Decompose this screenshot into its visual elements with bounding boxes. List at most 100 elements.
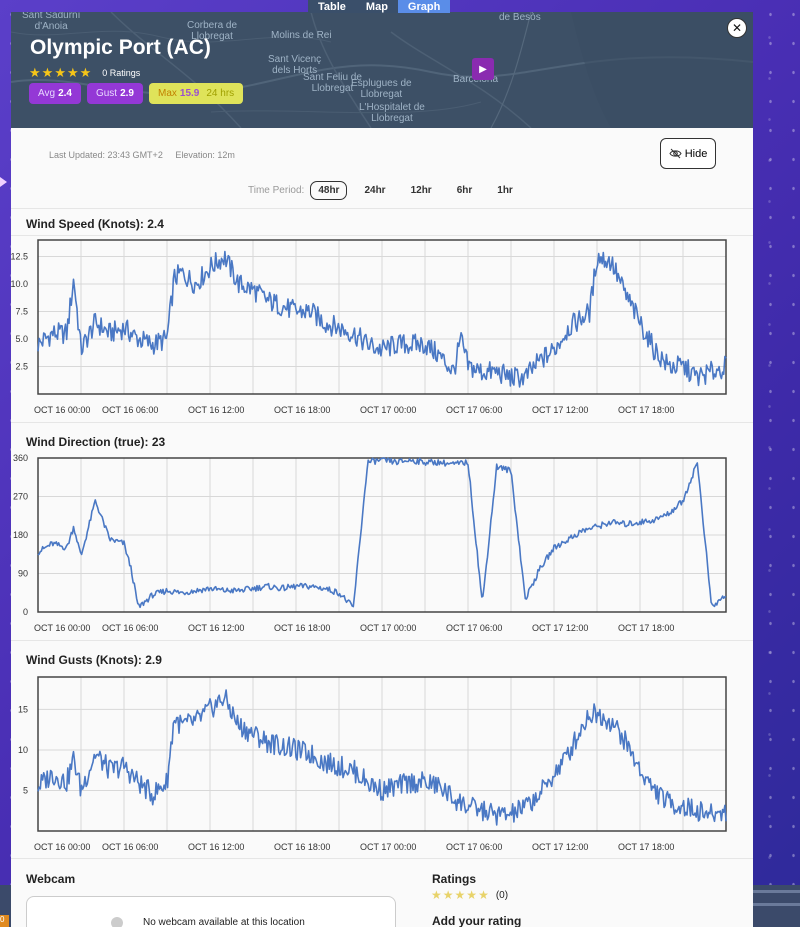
period-option-12hr[interactable]: 12hr <box>410 185 432 196</box>
close-button[interactable]: ✕ <box>727 18 747 38</box>
star-icon: ★ <box>466 888 478 902</box>
hide-button[interactable]: Hide <box>660 138 716 169</box>
map-label: Sant Sadurní d'Anoia <box>22 12 81 32</box>
period-option-1hr[interactable]: 1hr <box>497 185 513 196</box>
left-badge: 0 <box>0 915 9 927</box>
x-tick-label: OCT 17 00:00 <box>360 842 416 852</box>
y-tick-label: 5.0 <box>15 334 28 344</box>
x-tick-label: OCT 17 00:00 <box>360 405 416 415</box>
gust-label: Gust <box>95 88 118 99</box>
camera-icon <box>111 917 123 927</box>
x-tick-label: OCT 17 06:00 <box>446 842 502 852</box>
ratings-title: Ratings <box>432 872 477 886</box>
y-tick-label: 7.5 <box>15 307 28 317</box>
wind-direction-title: Wind Direction (true): 23 <box>26 435 166 449</box>
bottom-section: Webcam No webcam available at this locat… <box>11 858 753 927</box>
station-meta: Last Updated: 23:43 GMT+2 Elevation: 12m <box>49 150 245 160</box>
wind-gusts-chart: 5 10 15 OCT 16 00:00 OCT 16 06:00 OCT 16 12:0… <box>18 676 727 852</box>
avg-badge: Avg 2.4 <box>29 83 81 104</box>
y-tick-label: 180 <box>13 530 28 540</box>
x-tick-label: OCT 17 18:00 <box>618 405 674 415</box>
divider <box>11 235 753 236</box>
x-tick-label: OCT 16 00:00 <box>34 623 90 633</box>
y-tick-label: 10.0 <box>11 279 28 289</box>
divider <box>11 858 753 859</box>
x-tick-label: OCT 17 12:00 <box>532 842 588 852</box>
ratings-stars: ★ ★ ★ ★ ★ (0) <box>431 888 508 902</box>
map-label: de Besòs <box>499 12 541 23</box>
x-tick-label: OCT 16 12:00 <box>188 405 244 415</box>
plot-frame <box>37 239 727 395</box>
x-tick-label: OCT 16 18:00 <box>274 842 330 852</box>
left-edge-strip: 0 <box>0 885 11 927</box>
x-tick-label: OCT 17 06:00 <box>446 405 502 415</box>
wind-speed-chart: 2.5 5.0 7.5 10.0 12.5 OCT 16 00:00 OCT 16 06:0… <box>11 239 727 415</box>
x-tick-label: OCT 16 06:00 <box>102 405 158 415</box>
x-tick-label: OCT 16 00:00 <box>34 842 90 852</box>
star-icon: ★ <box>66 65 79 80</box>
period-option-6hr[interactable]: 6hr <box>456 185 473 196</box>
plot-frame <box>37 676 727 832</box>
y-tick-label: 2.5 <box>15 362 28 372</box>
ratings-count: 0 Ratings <box>102 68 141 78</box>
divider <box>11 640 753 641</box>
series-line <box>37 250 727 388</box>
avg-value: 2.4 <box>58 88 72 99</box>
map-header: Sant Sadurní d'Anoia Corbera de Llobregat … <box>11 12 753 128</box>
y-tick-label: 90 <box>18 569 28 579</box>
station-panel: Sant Sadurní d'Anoia Corbera de Llobregat … <box>11 12 753 927</box>
max-value: 15.9 <box>179 88 200 99</box>
y-tick-label: 0 <box>23 607 28 617</box>
y-tick-label: 5 <box>23 785 28 795</box>
y-tick-label: 15 <box>18 704 28 714</box>
x-tick-label: OCT 17 18:00 <box>618 842 674 852</box>
eye-slash-icon <box>669 148 682 159</box>
star-icon: ★ <box>431 888 442 902</box>
webcam-message: No webcam available at this location <box>143 917 305 927</box>
x-tick-label: OCT 17 00:00 <box>360 623 416 633</box>
view-tabs: Table Map Graph <box>308 0 451 13</box>
webcam-title: Webcam <box>26 872 76 886</box>
last-updated: Last Updated: 23:43 GMT+2 <box>49 150 163 160</box>
star-icon: ★ <box>478 888 489 902</box>
y-tick-label: 270 <box>13 492 28 502</box>
tab-map[interactable]: Map <box>355 0 398 13</box>
x-tick-label: OCT 16 12:00 <box>188 842 244 852</box>
map-label: Corbera de Llobregat <box>187 20 238 42</box>
play-marker-icon[interactable] <box>0 175 8 189</box>
divider <box>11 208 753 209</box>
tab-table[interactable]: Table <box>308 0 356 13</box>
map-label: Sant Vicenç dels Horts <box>268 54 322 76</box>
station-name: Olympic Port (AC) <box>30 36 211 59</box>
map-label: Molins de Rei <box>271 30 332 41</box>
ratings-count: (0) <box>495 889 509 901</box>
x-tick-label: OCT 16 06:00 <box>102 623 158 633</box>
period-option-48hr[interactable]: 48hr <box>310 181 348 200</box>
star-icon: ★ <box>54 65 66 80</box>
time-period-selector: Time Period: 48hr 24hr 12hr 6hr 1hr <box>248 181 530 200</box>
right-edge-strip <box>753 885 800 927</box>
add-rating-title: Add your rating <box>432 914 522 927</box>
wind-gusts-title: Wind Gusts (Knots): 2.9 <box>26 653 162 667</box>
gust-badge: Gust 2.9 <box>86 83 143 104</box>
y-tick-label: 360 <box>13 454 28 463</box>
period-option-24hr[interactable]: 24hr <box>364 185 386 196</box>
map-label: L'Hospitalet de Llobregat <box>359 102 425 124</box>
max-badge: Max 15.9 24 hrs <box>149 83 244 104</box>
series-line <box>37 689 727 826</box>
tab-graph[interactable]: Graph <box>397 0 451 13</box>
star-icon: ★ <box>41 65 54 80</box>
gust-value: 2.9 <box>120 88 134 99</box>
max-label: Max <box>158 88 177 99</box>
wind-speed-title: Wind Speed (Knots): 2.4 <box>26 217 164 231</box>
x-tick-label: OCT 16 18:00 <box>274 405 330 415</box>
station-pin-icon[interactable]: ▶ <box>472 58 494 80</box>
map-label: Sant Feliu de Llobregat <box>303 72 362 94</box>
x-tick-label: OCT 16 00:00 <box>34 405 90 415</box>
series-line <box>37 457 727 609</box>
x-tick-label: OCT 17 18:00 <box>618 623 674 633</box>
station-rating[interactable]: ★ ★ ★ ★ ★ 0 Ratings <box>29 65 140 81</box>
x-tick-label: OCT 16 18:00 <box>274 623 330 633</box>
x-tick-label: OCT 17 06:00 <box>446 623 502 633</box>
y-tick-label: 10 <box>18 745 28 755</box>
